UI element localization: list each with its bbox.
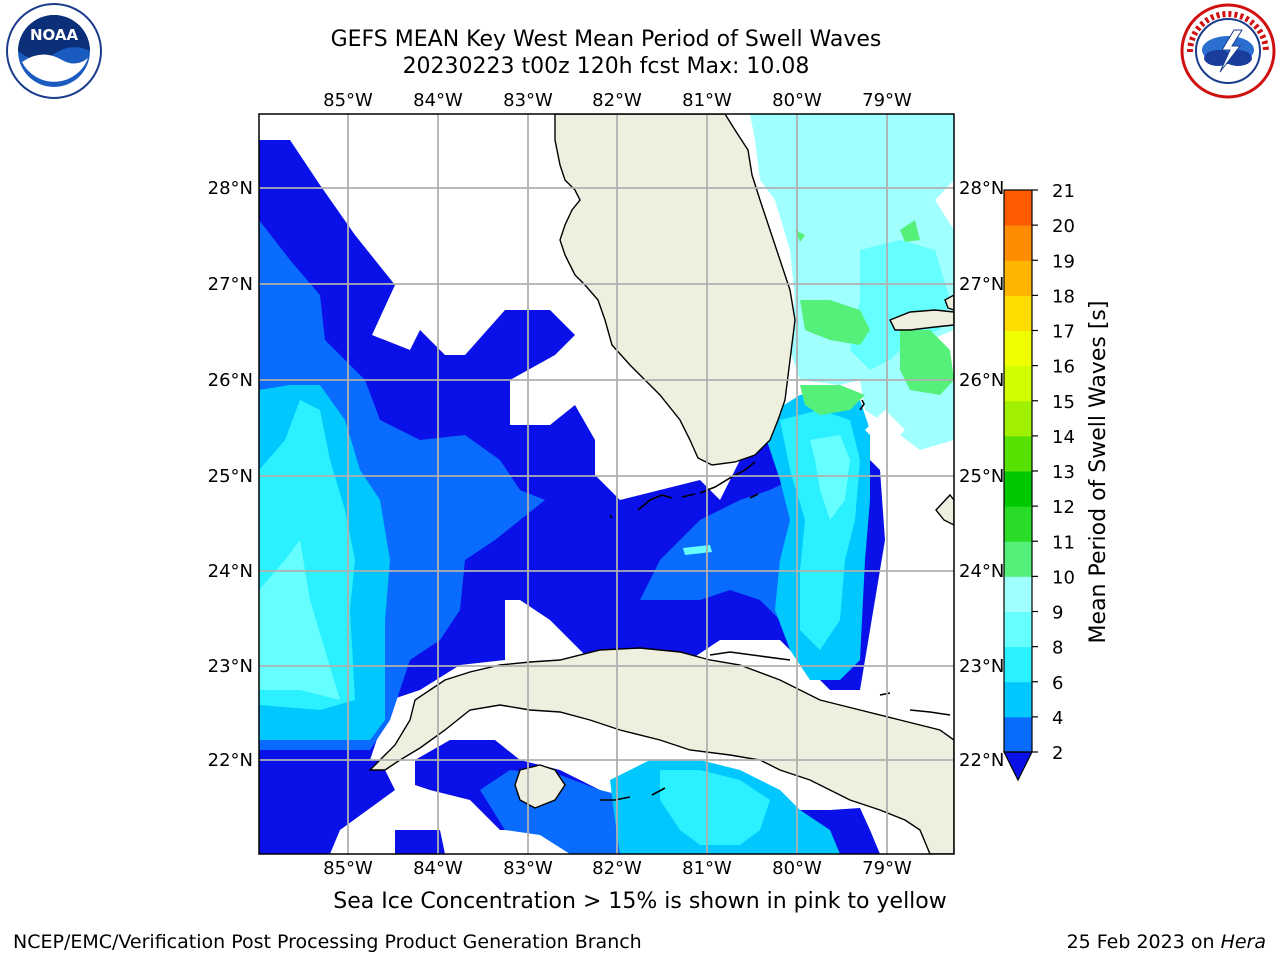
footer-date: 25 Feb 2023 on Hera	[1067, 931, 1266, 953]
florida-peninsula	[554, 114, 796, 466]
noaa-logo-text: NOAA	[30, 26, 79, 44]
region-9-10s-north	[800, 300, 870, 345]
colorbar-tick-label: 18	[1052, 286, 1075, 307]
colorbar-segment	[1004, 716, 1032, 753]
footer-date-text: 25 Feb 2023 on	[1066, 931, 1221, 953]
grand-bahama	[889, 309, 954, 331]
colorbar-label: Mean Period of Swell Waves [s]	[1086, 301, 1111, 644]
lat-label-left: 23°N	[208, 656, 253, 677]
lat-label-right: 27°N	[959, 274, 1004, 295]
colorbar-tick-label: 6	[1052, 673, 1063, 694]
colorbar-tick-label: 8	[1052, 638, 1063, 659]
colorbar-tick-label: 9	[1052, 603, 1063, 624]
colorbar-segment	[1004, 190, 1032, 226]
lon-label-bottom: 84°W	[413, 858, 463, 879]
colorbar-under-extension	[1003, 751, 1033, 782]
region-under-2s-south-2	[395, 830, 445, 854]
lon-label-bottom: 80°W	[772, 858, 822, 879]
chart-title: GEFS MEAN Key West Mean Period of Swell …	[330, 27, 882, 52]
map-frame	[258, 113, 955, 855]
colorbar: 2 4 6 8 9 10 11 12 13 14 15 16 17 18 19 20 21	[1003, 181, 1075, 782]
region-6-8s-northeast	[850, 240, 950, 370]
region-9-10s-channel	[800, 385, 865, 415]
lat-label-left: 26°N	[208, 370, 253, 391]
colorbar-tick-label: 20	[1052, 216, 1075, 237]
region-9-10s-small-1	[900, 220, 920, 242]
footer-credit: NCEP/EMC/Verification Post Processing Pr…	[13, 931, 642, 953]
lat-label-right: 28°N	[959, 178, 1004, 199]
cuba	[368, 647, 954, 854]
footer-host: Hera	[1220, 931, 1266, 953]
graticule	[259, 114, 954, 854]
colorbar-tick-label: 17	[1052, 322, 1075, 343]
lat-label-left: 25°N	[208, 466, 253, 487]
colorbar-tick-label: 15	[1052, 392, 1075, 413]
swell-period-field	[259, 114, 954, 854]
sea-ice-caption: Sea Ice Concentration > 15% is shown in …	[333, 889, 947, 914]
nws-logo-icon	[1180, 3, 1276, 99]
region-6-8s-south	[660, 770, 770, 845]
colorbar-tick-label: 21	[1052, 181, 1075, 202]
lat-label-left: 24°N	[208, 561, 253, 582]
lat-label-left: 27°N	[208, 274, 253, 295]
lon-label-top: 85°W	[323, 90, 373, 111]
region-8-9s-west	[259, 540, 340, 700]
colorbar-tick-label: 19	[1052, 251, 1075, 272]
colorbar-segment	[1004, 400, 1032, 437]
florida-keys	[600, 399, 951, 801]
chart-subtitle: 20230223 t00z 120h fcst Max: 10.08	[402, 54, 810, 79]
region-6-8s-marker	[683, 545, 712, 555]
colorbar-segment	[1004, 260, 1032, 296]
colorbar-tick-label: 4	[1052, 708, 1063, 729]
lat-label-right: 22°N	[959, 750, 1004, 771]
lon-label-top: 79°W	[862, 90, 912, 111]
land-masses	[368, 114, 954, 854]
lon-label-top: 83°W	[503, 90, 553, 111]
andros-island	[935, 493, 954, 526]
colorbar-segment	[1004, 365, 1032, 402]
colorbar-segment	[1004, 576, 1032, 612]
colorbar-tick-label: 2	[1052, 743, 1063, 764]
colorbar-segment	[1004, 681, 1032, 718]
lon-label-top: 84°W	[413, 90, 463, 111]
region-9-10s-grand-bahama	[900, 330, 954, 395]
lon-label-top: 82°W	[592, 90, 642, 111]
lon-label-bottom: 83°W	[503, 858, 553, 879]
lon-label-top: 81°W	[682, 90, 732, 111]
lat-label-left: 28°N	[208, 178, 253, 199]
noaa-logo-icon: NOAA	[6, 3, 102, 99]
colorbar-segment	[1004, 506, 1032, 542]
colorbar-segment	[1004, 330, 1032, 367]
colorbar-segment	[1004, 611, 1032, 648]
lat-label-right: 26°N	[959, 370, 1004, 391]
lon-label-bottom: 81°W	[682, 858, 732, 879]
colorbar-segment	[1004, 295, 1032, 331]
region-8-9s-atlantic	[810, 435, 850, 520]
abaco	[944, 294, 954, 311]
colorbar-tick-label: 11	[1052, 532, 1075, 553]
colorbar-tick-label: 14	[1052, 427, 1075, 448]
colorbar-segment	[1004, 435, 1032, 472]
lon-label-bottom: 85°W	[323, 858, 373, 879]
lat-label-right: 24°N	[959, 561, 1004, 582]
colorbar-segment	[1004, 471, 1032, 507]
colorbar-tick-label: 13	[1052, 462, 1075, 483]
colorbar-segment	[1004, 225, 1032, 261]
region-white-gap	[865, 410, 905, 450]
lon-label-bottom: 79°W	[862, 858, 912, 879]
colorbar-tick-label: 16	[1052, 357, 1075, 378]
lat-label-right: 23°N	[959, 656, 1004, 677]
lon-label-bottom: 82°W	[592, 858, 642, 879]
lat-label-right: 25°N	[959, 466, 1004, 487]
colorbar-tick-label: 10	[1052, 567, 1075, 588]
region-under-2s-south	[259, 760, 395, 854]
lon-label-top: 80°W	[772, 90, 822, 111]
colorbar-segment	[1004, 541, 1032, 577]
lat-label-left: 22°N	[208, 750, 253, 771]
map-area	[259, 114, 954, 854]
colorbar-segment	[1004, 646, 1032, 683]
colorbar-tick-label: 12	[1052, 497, 1075, 518]
